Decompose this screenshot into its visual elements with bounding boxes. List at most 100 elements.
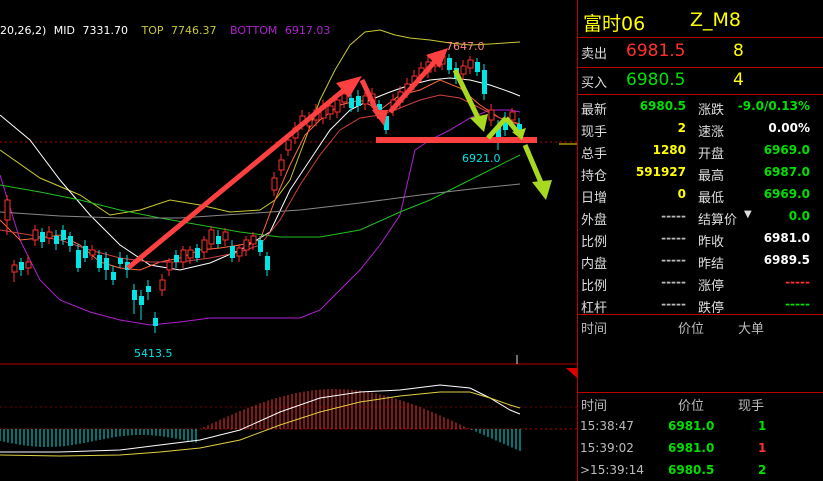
candle-body bbox=[334, 99, 341, 113]
tick-qty: 1 bbox=[758, 441, 767, 455]
down-arrow-head-1 bbox=[470, 114, 488, 132]
quote-label: 结算价 bbox=[698, 213, 738, 228]
down-arrow-2 bbox=[486, 116, 508, 140]
chart-canvas[interactable]: 7647.0 5413.5 6921.0 bbox=[0, 0, 577, 481]
candle-body bbox=[89, 249, 96, 256]
candle-body bbox=[132, 290, 137, 300]
down-arrow-head-4 bbox=[532, 180, 552, 200]
quote-label: 昨收 bbox=[698, 235, 725, 250]
quote-row: 日增 0 最低 6969.0 bbox=[578, 184, 823, 206]
candle-body bbox=[139, 296, 144, 305]
candle-body bbox=[46, 231, 53, 239]
quote-label: 日增 bbox=[581, 191, 608, 206]
quote-value: 6969.0 bbox=[763, 187, 810, 201]
quote-label: 总手 bbox=[581, 147, 608, 162]
quote-label: 外盘 bbox=[581, 213, 608, 228]
quote-value: 2 bbox=[677, 121, 686, 135]
quote-label: 跌停 bbox=[698, 301, 725, 316]
trend-arrow-head-3 bbox=[426, 48, 448, 68]
ma-mid-line bbox=[0, 94, 521, 263]
candle-body bbox=[278, 159, 285, 171]
quote-value: ----- bbox=[661, 253, 686, 267]
candle-body bbox=[174, 255, 179, 262]
mid-value: 7331.70 bbox=[82, 24, 129, 37]
tick-qty: 1 bbox=[758, 419, 767, 433]
quote-value: 0 bbox=[677, 187, 686, 201]
trend-arrow-head-2 bbox=[372, 110, 388, 126]
tick-time-header: 时间 bbox=[581, 399, 608, 414]
tick-row[interactable]: >15:39:14 6980.5 2 bbox=[578, 460, 823, 481]
candle-body bbox=[153, 318, 158, 326]
tick-row[interactable]: 15:38:47 6981.0 1 bbox=[578, 416, 823, 438]
candle-body bbox=[201, 239, 208, 253]
instrument-name: 富时06 bbox=[583, 13, 646, 35]
macd-dif-line bbox=[0, 384, 521, 453]
quote-row: 持仓 591927 最高 6987.0 bbox=[578, 162, 823, 184]
trend-arrow-1 bbox=[126, 83, 352, 270]
tick-qty-header: 现手 bbox=[738, 399, 765, 414]
sell-qty: 8 bbox=[733, 41, 744, 61]
instrument-code: Z_M8 bbox=[690, 9, 741, 31]
quote-label: 开盘 bbox=[698, 147, 725, 162]
candle-body bbox=[349, 98, 354, 108]
candle-body bbox=[460, 65, 467, 75]
quote-label: 涨跌 bbox=[698, 103, 725, 118]
quote-label: 内盘 bbox=[581, 257, 608, 272]
trend-arrow-head-1 bbox=[336, 76, 362, 98]
quote-label: 昨结 bbox=[698, 257, 725, 272]
tick-row[interactable]: 15:39:02 6981.0 1 bbox=[578, 438, 823, 460]
bottom-value: 6917.03 bbox=[284, 24, 331, 37]
candle-body bbox=[236, 247, 243, 257]
quote-label: 比例 bbox=[581, 279, 608, 294]
candle-body bbox=[265, 256, 270, 270]
buy-row[interactable]: 买入 6980.5 4 bbox=[578, 69, 823, 95]
candlestick-series bbox=[4, 50, 522, 333]
candle-body bbox=[166, 261, 173, 271]
quote-label: 最高 bbox=[698, 169, 725, 184]
tick-time: >15:39:14 bbox=[580, 463, 644, 477]
candle-body bbox=[250, 235, 257, 245]
quote-value: 0.0 bbox=[788, 209, 810, 223]
indicator-legend: 20,26,2) MID 7331.70 TOP 7746.37 BOTTOM … bbox=[0, 24, 334, 37]
quote-value: 1280 bbox=[652, 143, 686, 157]
candle-body bbox=[118, 258, 123, 264]
kline-chart[interactable]: 7647.0 5413.5 6921.0 20,26,2) MID 7331.7… bbox=[0, 0, 577, 481]
candle-body bbox=[216, 236, 221, 244]
divider bbox=[578, 392, 823, 393]
settle-dropdown-icon[interactable]: ▼ bbox=[744, 209, 752, 220]
big-order-header: 时间 价位 大单 bbox=[578, 318, 823, 337]
quote-label: 持仓 bbox=[581, 169, 608, 184]
quote-label: 比例 bbox=[581, 235, 608, 250]
candle-body bbox=[258, 240, 263, 252]
down-arrow-4 bbox=[522, 144, 545, 186]
candle-body bbox=[341, 93, 348, 103]
low-label: 5413.5 bbox=[134, 347, 173, 360]
candle-body bbox=[467, 59, 474, 69]
high-label: 7647.0 bbox=[446, 40, 485, 53]
down-arrow-head-2 bbox=[512, 128, 526, 140]
big-order-time-header: 时间 bbox=[581, 322, 608, 337]
candle-body bbox=[61, 230, 66, 240]
quote-row: 比例 ----- 涨停 ----- bbox=[578, 272, 823, 294]
macd-corner-marker bbox=[566, 368, 577, 378]
down-arrow-1 bbox=[452, 68, 483, 124]
quote-label: 最低 bbox=[698, 191, 725, 206]
candle-body bbox=[222, 231, 229, 241]
quote-row: 最新 6980.5 涨跌 -9.0/0.13% bbox=[578, 96, 823, 118]
bottom-label: BOTTOM bbox=[230, 24, 278, 37]
candle-body bbox=[271, 177, 278, 191]
macd-dea-line bbox=[0, 391, 521, 457]
divider bbox=[578, 67, 823, 68]
candle-body bbox=[475, 62, 480, 72]
candle-body bbox=[68, 236, 73, 246]
candle-body bbox=[377, 104, 382, 112]
candle-body bbox=[208, 229, 215, 245]
sell-row[interactable]: 卖出 6981.5 8 bbox=[578, 40, 823, 66]
candle-body bbox=[356, 96, 361, 106]
macd-histogram bbox=[0, 389, 521, 451]
candle-body bbox=[180, 249, 187, 263]
sell-price: 6981.5 bbox=[626, 41, 686, 61]
divider bbox=[578, 314, 823, 315]
quote-value: 591927 bbox=[635, 165, 686, 179]
candle-body bbox=[83, 246, 88, 258]
